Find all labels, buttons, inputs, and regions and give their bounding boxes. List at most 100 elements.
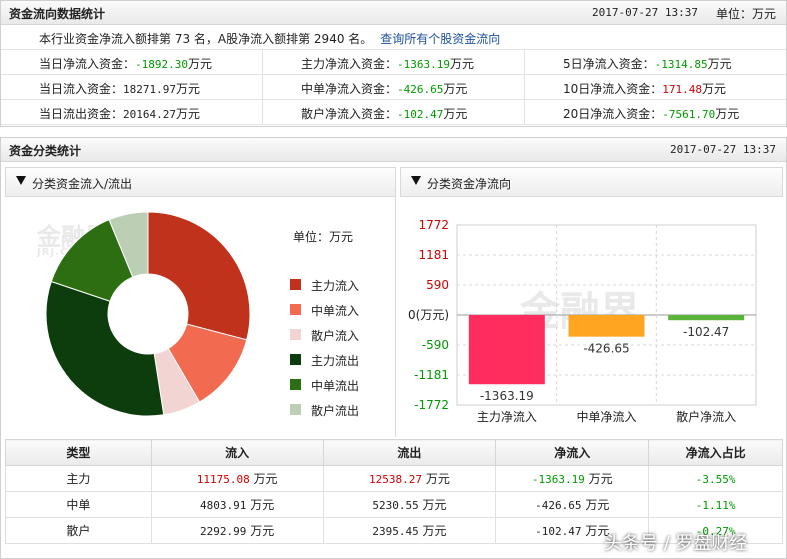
col-inflow: 流入	[150, 439, 324, 466]
pie-chart	[45, 211, 251, 417]
cell-net: -102.47 万元	[495, 517, 650, 544]
unit: 万元	[425, 472, 450, 486]
stat-cell: 散户净流入资金：-102.47万元	[263, 100, 525, 125]
table-row: 主力 11175.08 万元 12538.27 万元 -1363.19 万元 -…	[5, 465, 783, 492]
legend-swatch	[290, 329, 301, 340]
y-tick-label: -1772	[414, 398, 449, 412]
cell-type: 散户	[5, 517, 152, 544]
inflow-value: 2292.99	[200, 525, 247, 538]
panel-timestamp: 2017-07-27 13:37	[670, 143, 776, 156]
cell-outflow: 5230.55 万元	[322, 491, 497, 518]
stat-label: 20日净流入资金：	[563, 107, 663, 121]
cell-outflow: 2395.45 万元	[322, 517, 497, 544]
legend-label: 主力流出	[311, 354, 360, 368]
table-header-row: 类型 流入 流出 净流入 净流入占比	[5, 439, 783, 466]
pie-slice-5[interactable]	[108, 211, 149, 278]
col-net: 净流入	[495, 439, 650, 466]
stat-value: -1892.30	[135, 58, 188, 71]
panel-header: 资金流向数据统计 2017-07-27 13:37 单位：万元	[1, 1, 786, 25]
x-category-label: 主力净流入	[477, 410, 537, 424]
pie-slice-3[interactable]	[45, 280, 165, 417]
bar-value-label: -1363.19	[480, 389, 534, 403]
outflow-value: 12538.27	[369, 473, 422, 486]
unit: 万元	[422, 524, 447, 538]
stat-value: 18271.97	[123, 83, 176, 96]
pct-value: -0.27%	[695, 524, 736, 538]
stat-cell: 主力净流入资金：-1363.19万元	[263, 50, 525, 75]
cell-net: -426.65 万元	[495, 491, 650, 518]
stat-cell: 5日净流入资金：-1314.85万元	[525, 50, 786, 75]
stat-label: 当日净流入资金：	[39, 57, 136, 71]
stat-unit: 万元	[443, 107, 468, 121]
unit-label: 单位：万元	[715, 7, 776, 21]
y-tick-label: 0(万元)	[408, 308, 449, 322]
pie-section-header[interactable]: 分类资金流入/流出	[5, 167, 396, 197]
brand-watermark: 头条号 / 罗盘财经	[604, 533, 748, 554]
pct-value: -1.11%	[695, 498, 736, 512]
stat-value: -426.65	[397, 83, 444, 96]
stat-label: 当日流出资金：	[39, 107, 124, 121]
stat-cell: 中单净流入资金：-426.65万元	[263, 75, 525, 100]
jrj-watermark-sub: JRJ.COM	[37, 247, 89, 258]
panel-title: 资金分类统计	[9, 144, 82, 158]
x-category-label: 中单净流入	[576, 409, 636, 424]
stat-unit: 万元	[702, 82, 727, 96]
cell-inflow: 2292.99 万元	[150, 517, 324, 544]
cell-type: 主力	[5, 465, 152, 492]
y-tick-label: -590	[422, 338, 449, 352]
pie-slice-0[interactable]	[147, 211, 251, 341]
y-tick-label: 590	[426, 278, 449, 292]
pie-chart-area: 金融界 JRJ.COM 单位：万元 主力流入 中单流入 散户流入 主力流出 中单流出 散户…	[5, 197, 396, 437]
cell-net: -1363.19 万元	[495, 465, 650, 492]
stat-cell: 当日净流入资金：-1892.30万元	[1, 50, 263, 75]
y-tick-label: 1181	[418, 248, 449, 262]
stat-value: -7561.70	[662, 108, 716, 121]
fund-category-table: 类型 流入 流出 净流入 净流入占比 主力 11175.08 万元 12538.…	[5, 439, 783, 544]
all-stocks-flow-link[interactable]: 查询所有个股资金流向	[380, 32, 501, 46]
col-outflow: 流出	[322, 439, 497, 466]
stat-cell: 20日净流入资金：-7561.70万元	[525, 100, 786, 125]
unit: 万元	[585, 524, 610, 538]
stat-label: 散户净流入资金：	[301, 107, 398, 121]
bar-chart: 1772 1181 590 0(万元) -590 -1181 -1772 -1363.19 主力…	[408, 218, 757, 424]
outflow-value: 5230.55	[372, 499, 419, 512]
table-row: 散户 2292.99 万元 2395.45 万元 -102.47 万元 -0.2…	[5, 517, 783, 544]
col-type: 类型	[5, 439, 152, 466]
unit: 万元	[422, 498, 447, 512]
bar-section-header[interactable]: 分类资金净流向	[400, 167, 783, 197]
y-tick-label: -1181	[414, 368, 449, 382]
stat-unit: 万元	[176, 82, 201, 96]
y-tick-label: 1772	[418, 218, 449, 232]
rank-text: 本行业资金净流入额排第 73 名，A股净流入额排第 2940 名。	[39, 32, 373, 46]
bar-0[interactable]	[468, 315, 545, 385]
triangle-down-icon	[411, 176, 421, 185]
panel-header: 资金分类统计 2017-07-27 13:37	[1, 138, 786, 162]
stat-value: -102.47	[397, 108, 444, 121]
stat-cell: 10日净流入资金：171.48万元	[525, 75, 786, 100]
net-value: -1363.19	[531, 473, 585, 486]
legend-swatch	[290, 379, 301, 390]
stat-cell: 当日流入资金：18271.97万元	[1, 75, 263, 100]
net-value: -426.65	[535, 499, 582, 512]
cell-pct: -3.55%	[648, 465, 783, 492]
bar-2[interactable]	[668, 315, 745, 321]
bar-1[interactable]	[568, 315, 645, 337]
unit: 万元	[585, 498, 610, 512]
unit: 万元	[250, 524, 275, 538]
net-value: -102.47	[535, 525, 582, 538]
stat-label: 5日净流入资金：	[563, 57, 655, 71]
pct-value: -3.55%	[695, 472, 736, 486]
unit: 万元	[588, 472, 613, 486]
cell-outflow: 12538.27 万元	[322, 465, 497, 492]
legend-swatch	[290, 279, 301, 290]
stat-cell: 当日流出资金：20164.27万元	[1, 100, 263, 125]
stat-unit: 万元	[176, 107, 201, 121]
cell-pct: -0.27%	[648, 517, 783, 544]
cell-inflow: 11175.08 万元	[150, 465, 324, 492]
fund-flow-stats-panel: 资金流向数据统计 2017-07-27 13:37 单位：万元 本行业资金净流入…	[0, 0, 787, 127]
cell-inflow: 4803.91 万元	[150, 491, 324, 518]
rank-row: 本行业资金净流入额排第 73 名，A股净流入额排第 2940 名。 查询所有个股资…	[1, 25, 786, 50]
bar-chart-area: 金融界 1772 1181 590 0(万元) -590 -1181 -1772 -1363.…	[400, 197, 783, 437]
panel-timestamp: 2017-07-27 13:37	[592, 6, 698, 19]
stat-value: 171.48	[662, 83, 703, 96]
